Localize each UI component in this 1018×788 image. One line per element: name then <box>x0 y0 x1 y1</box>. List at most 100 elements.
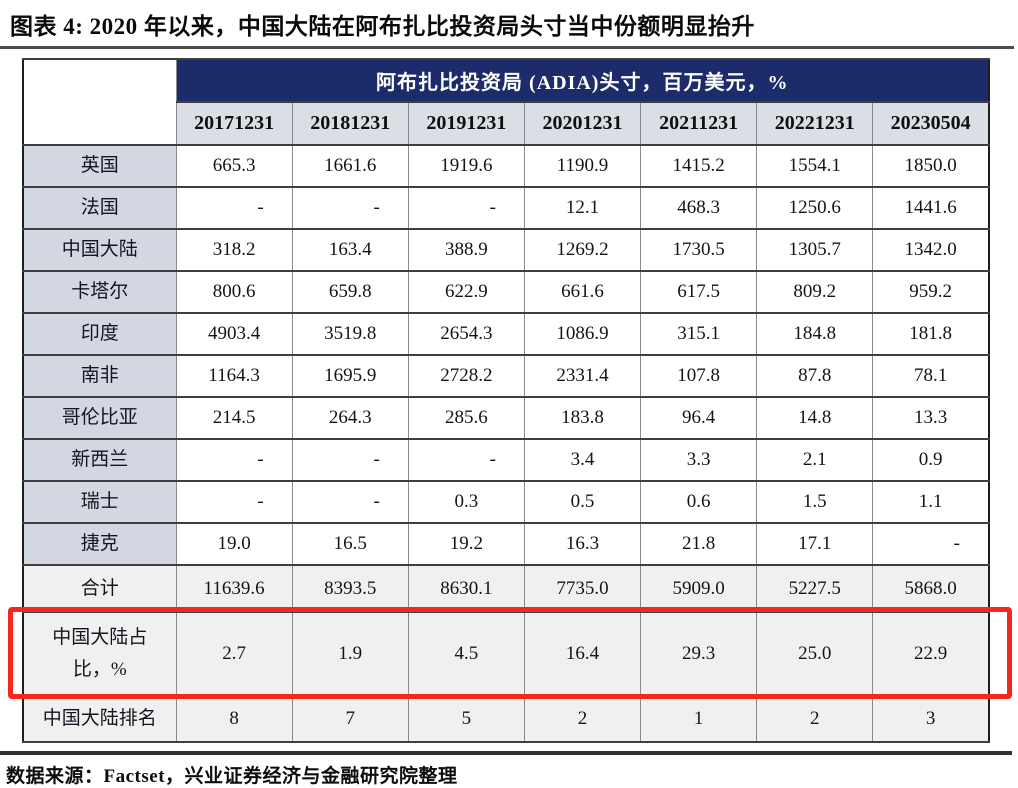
table-cell: 163.4 <box>291 228 409 272</box>
row-label: 英国 <box>22 144 177 188</box>
row-label: 捷克 <box>22 522 177 566</box>
table-cell: 21.8 <box>640 522 758 566</box>
title-divider <box>0 46 1014 49</box>
table-cell: - <box>175 480 293 524</box>
table-cell: 0.3 <box>407 480 525 524</box>
table-cell: 665.3 <box>175 144 293 188</box>
row-label: 瑞士 <box>22 480 177 524</box>
table-cell: 1.1 <box>872 480 990 524</box>
table-cell: 107.8 <box>640 354 758 398</box>
table-cell: 1.5 <box>756 480 874 524</box>
column-header: 20201231 <box>523 101 642 146</box>
band-header-row: 阿布扎比投资局 (ADIA)头寸，百万美元，% <box>22 58 990 146</box>
table-cell: 1695.9 <box>291 354 409 398</box>
table-cell: 1919.6 <box>407 144 525 188</box>
table-cell: 2.7 <box>175 611 293 697</box>
table-row: 中国大陆占 比，% 2.7 1.9 4.5 16.4 29.3 25.0 22.9 <box>22 611 990 697</box>
table-cell: 1305.7 <box>756 228 874 272</box>
table-cell: 3.4 <box>523 438 642 482</box>
row-label: 中国大陆 <box>22 228 177 272</box>
column-header: 20221231 <box>756 101 874 146</box>
table-cell: 318.2 <box>175 228 293 272</box>
table-cell: 388.9 <box>407 228 525 272</box>
table-row: 捷克 19.0 16.5 19.2 16.3 21.8 17.1- <box>22 522 990 566</box>
table-cell: 4903.4 <box>175 312 293 356</box>
table-row: 中国大陆 318.2 163.4 388.9 1269.2 1730.5 1305.7 134… <box>22 228 990 272</box>
table-cell: - <box>291 438 409 482</box>
table-cell: 0.6 <box>640 480 758 524</box>
row-label: 法国 <box>22 186 177 230</box>
figure-title: 图表 4: 2020 年以来，中国大陆在阿布扎比投资局头寸当中份额明显抬升 <box>10 14 755 39</box>
table-cell: 5 <box>407 695 525 743</box>
table-cell: - <box>291 186 409 230</box>
column-header: 20211231 <box>640 101 758 146</box>
table-cell: 2331.4 <box>523 354 642 398</box>
table-cell: - <box>175 438 293 482</box>
corner-cell <box>22 58 177 146</box>
row-label: 新西兰 <box>22 438 177 482</box>
table-cell: 4.5 <box>407 611 525 697</box>
table-cell: - <box>872 522 990 566</box>
table-cell: 661.6 <box>523 270 642 314</box>
table-cell: 3519.8 <box>291 312 409 356</box>
column-header-row: 20171231 20181231 20191231 20201231 20211231… <box>23 101 990 146</box>
row-label: 中国大陆排名 <box>22 695 177 743</box>
table-row: 哥伦比亚 214.5 264.3 285.6 183.8 96.4 14.8 13.3 <box>22 396 990 440</box>
table-cell: 0.9 <box>872 438 990 482</box>
row-label: 中国大陆占 比，% <box>22 611 177 697</box>
table-cell: 1554.1 <box>756 144 874 188</box>
table-cell: 29.3 <box>640 611 758 697</box>
table-cell: - <box>407 186 525 230</box>
table-cell: 87.8 <box>756 354 874 398</box>
table-row: 合计 11639.6 8393.5 8630.1 7735.0 5909.0 5227.5 5… <box>22 564 990 613</box>
table-row: 法国 - - -12.1 468.3 1250.6 1441.6 <box>22 186 990 230</box>
table-cell: 8393.5 <box>291 564 409 613</box>
table-cell: 1269.2 <box>523 228 642 272</box>
column-header: 20191231 <box>407 101 525 146</box>
table-cell: 19.0 <box>175 522 293 566</box>
table-cell: 2.1 <box>756 438 874 482</box>
table-cell: 22.9 <box>872 611 990 697</box>
table-cell: 617.5 <box>640 270 758 314</box>
table-cell: 2654.3 <box>407 312 525 356</box>
table-cell: 7735.0 <box>523 564 642 613</box>
table-container: 阿布扎比投资局 (ADIA)头寸，百万美元，% 20171231 20181231… <box>8 58 1012 743</box>
table-row: 卡塔尔 800.6 659.8 622.9 661.6 617.5 809.2 959.2 <box>22 270 990 314</box>
table-cell: 1164.3 <box>175 354 293 398</box>
table-cell: 1415.2 <box>640 144 758 188</box>
table-cell: 1086.9 <box>523 312 642 356</box>
table-cell: 1250.6 <box>756 186 874 230</box>
table-cell: - <box>291 480 409 524</box>
table-cell: 1190.9 <box>523 144 642 188</box>
table-cell: 959.2 <box>872 270 990 314</box>
table-cell: 5868.0 <box>872 564 990 613</box>
row-label: 哥伦比亚 <box>22 396 177 440</box>
table-cell: 3.3 <box>640 438 758 482</box>
table-cell: 181.8 <box>872 312 990 356</box>
table-cell: 468.3 <box>640 186 758 230</box>
table-band-header: 阿布扎比投资局 (ADIA)头寸，百万美元，% <box>175 58 990 103</box>
table-cell: 5909.0 <box>640 564 758 613</box>
table-cell: 5227.5 <box>756 564 874 613</box>
data-source: 数据来源：Factset，兴业证券经济与金融研究院整理 <box>6 766 458 787</box>
table-row: 中国大陆排名 8 7 5 2 1 2 3 <box>22 695 990 743</box>
table-cell: 1661.6 <box>291 144 409 188</box>
footer-divider <box>0 751 1012 755</box>
table-cell: - <box>407 438 525 482</box>
table-cell: 285.6 <box>407 396 525 440</box>
table-cell: 184.8 <box>756 312 874 356</box>
table-cell: 2728.2 <box>407 354 525 398</box>
report-figure: 图表 4: 2020 年以来，中国大陆在阿布扎比投资局头寸当中份额明显抬升 阿布… <box>0 7 1018 788</box>
table-cell: 315.1 <box>640 312 758 356</box>
table-row: 新西兰 - - -3.4 3.3 2.1 0.9 <box>22 438 990 482</box>
table-cell: 16.5 <box>291 522 409 566</box>
table-row: 南非 1164.3 1695.9 2728.2 2331.4 107.8 87.8 78.1 <box>22 354 990 398</box>
table-cell: 800.6 <box>175 270 293 314</box>
column-header: 20181231 <box>291 101 409 146</box>
table-cell: 1 <box>640 695 758 743</box>
table-cell: 16.3 <box>523 522 642 566</box>
row-label: 合计 <box>22 564 177 613</box>
table-row: 印度 4903.4 3519.8 2654.3 1086.9 315.1 184.8 181.… <box>22 312 990 356</box>
table-cell: 13.3 <box>872 396 990 440</box>
column-header: 20230504 <box>872 101 990 146</box>
